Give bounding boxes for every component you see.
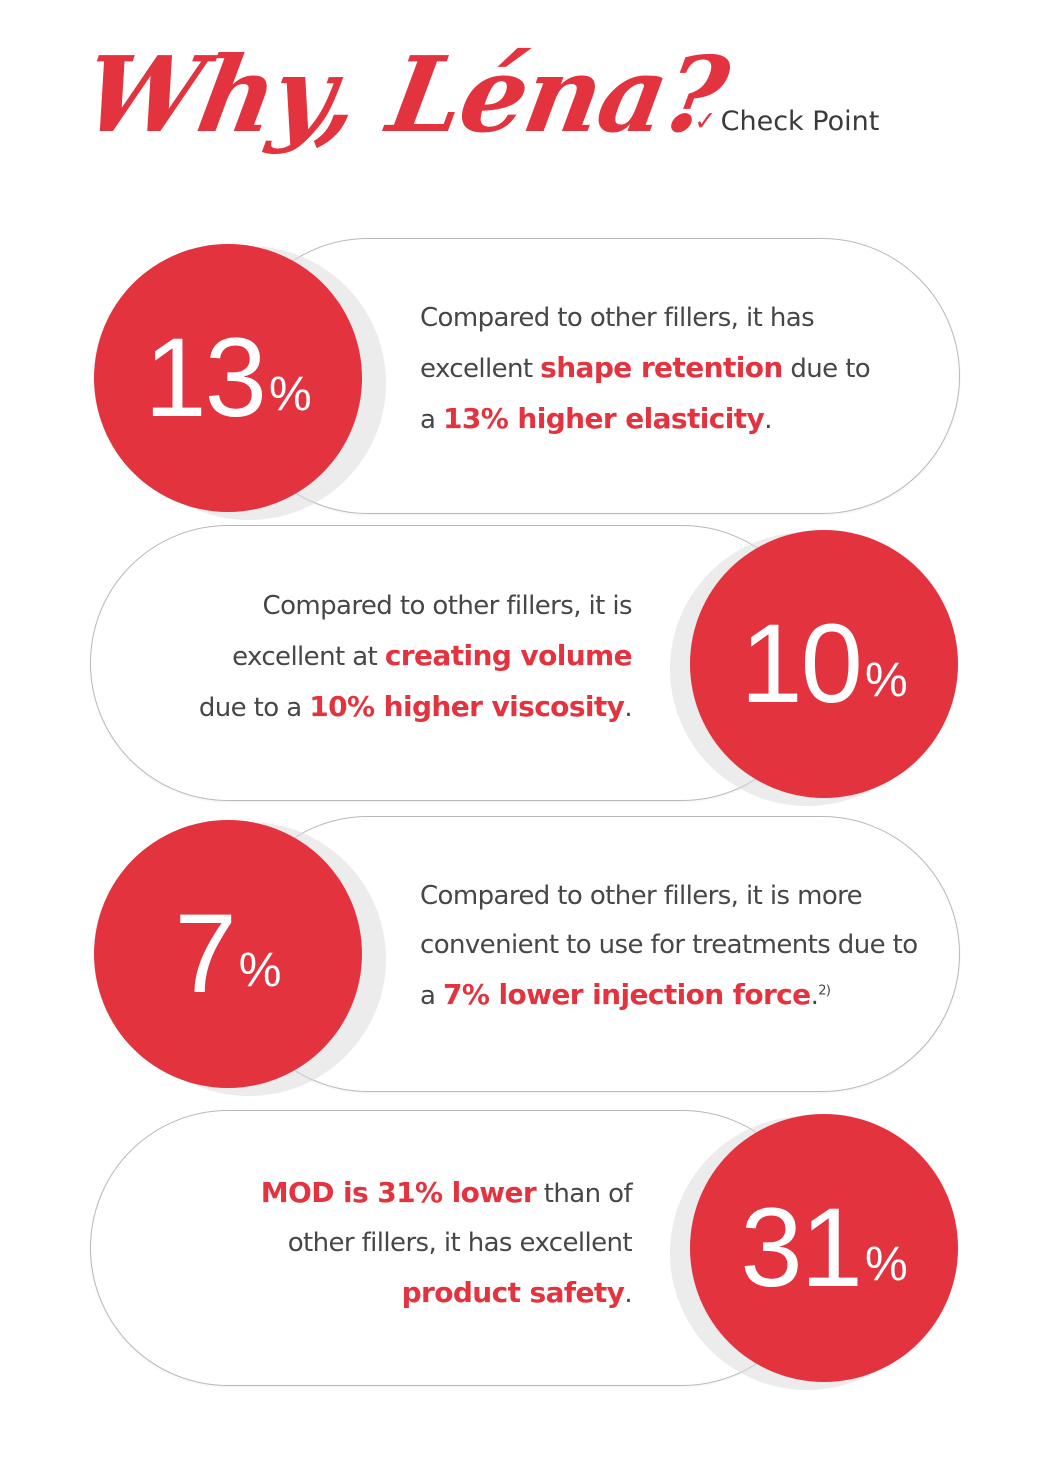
highlight-injection-force: 7% lower injection force <box>443 978 811 1011</box>
text-line: Compared to other fillers, it is <box>262 591 633 621</box>
stat-circle-10: 10% <box>690 530 958 798</box>
text-fragment: excellent at <box>232 642 385 672</box>
text-fragment: a <box>420 981 443 1011</box>
highlight-viscosity: 10% higher viscosity <box>309 690 625 723</box>
text-fragment: due to <box>782 354 871 384</box>
text-fragment: . <box>624 1279 632 1309</box>
text-fragment: than of <box>536 1179 633 1209</box>
text-fragment: due to a <box>198 693 310 723</box>
text-fragment: . <box>764 405 772 435</box>
highlight-product-safety: product safety <box>401 1276 625 1309</box>
text-fragment: . <box>810 981 819 1011</box>
text-line: other fillers, it has excellent <box>287 1228 633 1258</box>
stat-value: 7 <box>174 891 237 1016</box>
text-line: a 7% lower injection force.2) <box>420 970 918 1021</box>
text-line: MOD is 31% lower than of <box>260 1168 633 1219</box>
text-line: excellent at creating volume <box>199 631 633 682</box>
page-title: Why, Léna? <box>74 33 735 156</box>
stat-circle-31: 31% <box>690 1114 958 1382</box>
text-line: a 13% higher elasticity. <box>420 394 870 445</box>
check-point-text: Check Point <box>720 106 880 137</box>
stat-value: 31 <box>740 1185 863 1310</box>
text-fragment: a <box>420 405 443 435</box>
stat-unit: % <box>238 944 282 997</box>
footnote-reference: 2) <box>818 983 831 999</box>
text-line: excellent shape retention due to <box>420 343 871 394</box>
text-fragment: excellent <box>420 354 541 384</box>
text-line: due to a 10% higher viscosity. <box>198 682 633 733</box>
stat-unit: % <box>864 1238 908 1291</box>
stat-unit: % <box>268 368 312 421</box>
stat-circle-7: 7% <box>94 820 362 1088</box>
check-point-label: ✓ Check Point <box>694 104 879 140</box>
feature-text-elasticity: Compared to other fillers, it has excell… <box>420 294 871 445</box>
checkmark-icon: ✓ <box>694 106 717 137</box>
feature-text-injection-force: Compared to other fillers, it is more co… <box>420 872 918 1021</box>
text-line: Compared to other fillers, it has <box>420 303 815 333</box>
highlight-creating-volume: creating volume <box>384 639 633 672</box>
highlight-shape-retention: shape retention <box>540 351 783 384</box>
stat-value: 13 <box>144 315 267 440</box>
text-line: Compared to other fillers, it is more <box>420 881 863 911</box>
text-fragment: . <box>624 693 632 723</box>
stat-value: 10 <box>740 601 863 726</box>
text-line: product safety. <box>261 1268 633 1319</box>
highlight-mod: MOD is 31% lower <box>260 1176 537 1209</box>
feature-text-viscosity: Compared to other fillers, it is excelle… <box>198 582 633 733</box>
feature-text-safety: MOD is 31% lower than of other fillers, … <box>260 1168 633 1319</box>
stat-circle-13: 13% <box>94 244 362 512</box>
text-line: convenient to use for treatments due to <box>420 930 918 960</box>
stat-unit: % <box>864 654 908 707</box>
highlight-elasticity: 13% higher elasticity <box>443 402 765 435</box>
